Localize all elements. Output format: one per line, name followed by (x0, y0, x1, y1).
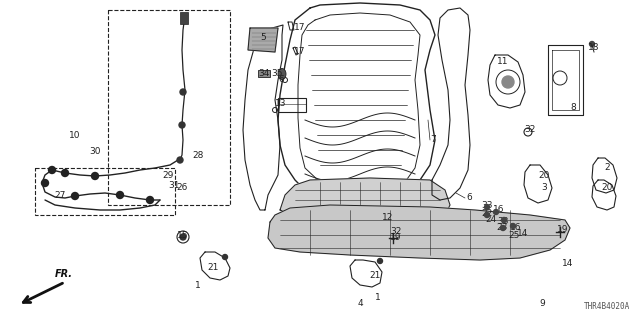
Circle shape (500, 226, 506, 230)
Circle shape (223, 254, 227, 260)
Text: 7: 7 (430, 135, 436, 145)
Text: 24: 24 (485, 215, 497, 225)
Text: 22: 22 (481, 209, 493, 218)
Text: 30: 30 (89, 148, 100, 156)
Text: 1: 1 (375, 293, 381, 302)
Circle shape (378, 259, 383, 263)
Text: 14: 14 (563, 259, 573, 268)
Circle shape (61, 170, 68, 177)
Bar (108, 10, 230, 205)
Polygon shape (268, 205, 570, 260)
Text: 25: 25 (508, 230, 520, 239)
Circle shape (511, 223, 515, 228)
Circle shape (180, 234, 186, 240)
Text: 34: 34 (259, 68, 269, 77)
Text: 8: 8 (570, 103, 576, 113)
Text: 11: 11 (497, 58, 509, 67)
Text: 6: 6 (466, 194, 472, 203)
Circle shape (147, 196, 154, 204)
Text: 5: 5 (260, 34, 266, 43)
Text: 26: 26 (176, 182, 188, 191)
Text: 28: 28 (192, 150, 204, 159)
Bar (180, 12, 188, 24)
Circle shape (42, 180, 49, 187)
Text: 21: 21 (207, 263, 219, 273)
Circle shape (502, 76, 514, 88)
Text: 6: 6 (278, 76, 284, 84)
Text: 9: 9 (539, 299, 545, 308)
Text: 3: 3 (541, 183, 547, 193)
Circle shape (589, 42, 595, 46)
Circle shape (180, 89, 186, 95)
Text: 15: 15 (177, 231, 189, 241)
Text: 12: 12 (382, 213, 394, 222)
Text: 29: 29 (163, 171, 173, 180)
Polygon shape (248, 28, 278, 52)
Text: 13: 13 (275, 99, 287, 108)
Ellipse shape (278, 68, 286, 79)
Text: 21: 21 (369, 270, 381, 279)
Text: THR4B4020A: THR4B4020A (584, 302, 630, 311)
Text: 18: 18 (588, 44, 600, 52)
Text: 20: 20 (538, 171, 550, 180)
Text: 32: 32 (524, 125, 536, 134)
Text: FR.: FR. (55, 269, 73, 279)
Circle shape (385, 215, 395, 225)
Circle shape (72, 193, 79, 199)
Circle shape (179, 122, 185, 128)
Text: 17: 17 (294, 47, 306, 57)
Circle shape (177, 157, 183, 163)
Text: 16: 16 (510, 223, 522, 233)
Text: 33: 33 (497, 218, 509, 227)
Text: 27: 27 (54, 191, 66, 201)
Text: 23: 23 (496, 223, 508, 233)
Text: 16: 16 (493, 205, 505, 214)
Text: 14: 14 (517, 228, 529, 237)
Text: 10: 10 (69, 131, 81, 140)
Text: 35: 35 (271, 68, 283, 77)
Text: 2: 2 (604, 163, 610, 172)
Text: 32: 32 (390, 227, 402, 236)
Bar (380, 215, 402, 227)
Circle shape (49, 166, 56, 173)
Text: 1: 1 (195, 281, 201, 290)
Text: 20: 20 (602, 183, 612, 193)
Text: 19: 19 (557, 226, 569, 235)
Circle shape (484, 212, 490, 218)
Text: 31: 31 (168, 180, 180, 189)
Circle shape (484, 204, 490, 210)
Text: 19: 19 (390, 234, 402, 243)
Text: 33: 33 (481, 202, 493, 211)
Polygon shape (280, 178, 450, 222)
Bar (258, 70, 270, 77)
Text: 4: 4 (357, 299, 363, 308)
Bar (278, 98, 306, 112)
Circle shape (493, 210, 499, 214)
Circle shape (502, 218, 506, 222)
Circle shape (116, 191, 124, 198)
Circle shape (92, 172, 99, 180)
Text: 17: 17 (294, 22, 306, 31)
Bar (35, 168, 175, 215)
